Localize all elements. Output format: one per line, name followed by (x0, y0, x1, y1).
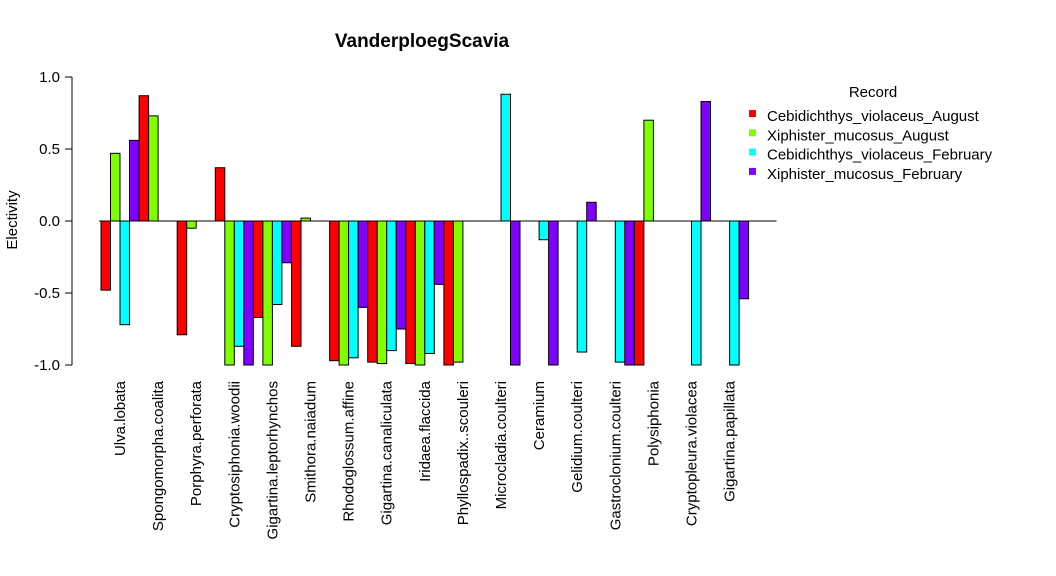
bar (405, 220, 416, 365)
category-label: Gigartina.canaliculata (379, 380, 396, 525)
y-axis-label: Electivity (4, 190, 21, 250)
bar (176, 220, 188, 336)
bar (643, 119, 654, 222)
bar (148, 115, 159, 222)
category-label: Polysiphonia (645, 380, 662, 466)
y-tick-label: -0.5 (34, 285, 60, 302)
y-tick-label: -1.0 (34, 357, 60, 374)
bar (233, 220, 245, 347)
chart-title: VanderploegScavia (335, 31, 510, 52)
legend-swatch (749, 148, 756, 156)
legend-label: Cebidichthys_violaceus_August (767, 108, 980, 125)
bar (348, 220, 359, 359)
bar (500, 93, 511, 222)
bar (357, 220, 369, 308)
bar (129, 139, 140, 222)
category-label: Spongomorpha.coalita (150, 380, 167, 531)
category-labels: Ulva.lobata Spongomorpha.coalita Porphyra.… (112, 380, 739, 539)
bar (510, 220, 521, 366)
bar (452, 220, 464, 363)
bar (291, 220, 302, 347)
bar (214, 167, 226, 222)
bar (224, 220, 235, 366)
y-tick-label: 0.0 (39, 213, 60, 230)
bar (110, 152, 121, 222)
bar (376, 220, 388, 365)
category-label: Gastroclonium.coulteri (607, 381, 624, 530)
category-label: Gigartina.papillata (722, 380, 739, 502)
bar (614, 220, 626, 363)
legend-swatch (749, 110, 756, 117)
category-label: Microcladia.coulteri (493, 381, 510, 509)
category-label: Phyllospadix..scouleri (455, 381, 472, 525)
category-label: Ceramium (531, 381, 548, 450)
bar (395, 220, 407, 330)
category-label: Ulva.lobata (112, 380, 129, 456)
y-axis: -1.0 -0.5 0.0 0.5 1.0 (34, 69, 73, 374)
bar (281, 220, 292, 264)
category-label: Gelidium.coulteri (569, 381, 586, 493)
bar (576, 220, 588, 353)
bar (262, 220, 273, 366)
bar (433, 220, 445, 285)
legend-swatch (749, 167, 756, 175)
bar (729, 220, 740, 366)
bar (367, 220, 378, 363)
category-label: Cryptosiphonia.woodii (226, 381, 243, 528)
bar (414, 220, 426, 366)
category-label: Porphyra.perforata (188, 380, 205, 506)
legend-label: Xiphister_mucosus_February (767, 166, 963, 183)
legend-label: Xiphister_mucosus_August (767, 127, 950, 144)
category-label: Cryptopleura.violacea (684, 380, 701, 526)
y-tick-label: 0.5 (39, 141, 60, 158)
y-tick-label: 1.0 (39, 69, 60, 86)
category-label: Iridaea.flaccida (417, 380, 434, 482)
bar (586, 201, 597, 222)
legend-label: Cebidichthys_violaceus_February (767, 147, 993, 164)
bar (252, 220, 264, 318)
bar (243, 220, 254, 366)
bar (700, 100, 711, 222)
bar (691, 220, 702, 366)
bar (338, 220, 350, 366)
legend-title: Record (849, 84, 897, 101)
bar (100, 220, 111, 291)
legend: Record Cebidichthys_violaceus_August Xiph… (749, 84, 993, 183)
category-label: Rhodoglossum.affine (341, 381, 358, 522)
bar (186, 220, 197, 229)
bar (548, 220, 559, 366)
bar (119, 220, 130, 326)
bars (100, 93, 750, 366)
bar (329, 220, 340, 362)
bar (624, 220, 635, 366)
bar (386, 220, 397, 352)
category-label: Gigartina.leptorhynchos (264, 381, 281, 539)
bar (443, 220, 454, 366)
bar (271, 220, 283, 306)
legend-swatch (749, 129, 756, 137)
bar (138, 95, 150, 222)
bar (538, 220, 550, 241)
bar (738, 220, 750, 300)
category-label: Smithora.naiadum (303, 381, 320, 503)
bar (424, 220, 435, 354)
bar (633, 220, 645, 366)
